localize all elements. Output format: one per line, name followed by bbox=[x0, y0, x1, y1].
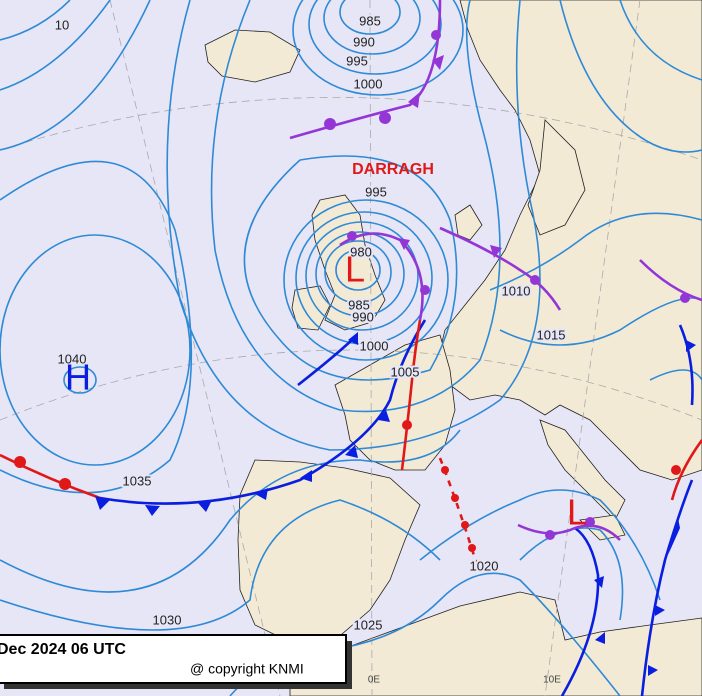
isobar-label: 985 bbox=[348, 297, 370, 312]
pressure-center: H bbox=[65, 357, 91, 398]
isobar-label: 985 bbox=[359, 13, 381, 28]
isobar-label: 1020 bbox=[470, 558, 499, 573]
land bbox=[204, 0, 702, 696]
pressure-center: L bbox=[567, 492, 587, 533]
isobar-label: 1030 bbox=[153, 612, 182, 627]
isobar-label: 1005 bbox=[391, 364, 420, 379]
footer: Dec 2024 06 UTC @ copyright KNMI bbox=[0, 634, 352, 689]
isobar-label: 1000 bbox=[360, 338, 389, 353]
isobar-label: 995 bbox=[346, 53, 368, 68]
labels: 10 98599099510009959809859901000100510101… bbox=[53, 11, 587, 686]
isobar-label: 1000 bbox=[354, 76, 383, 91]
isobar-label: 995 bbox=[365, 184, 387, 199]
isobar-label: 1015 bbox=[537, 327, 566, 342]
isobar-label: 1025 bbox=[354, 617, 383, 632]
isobar-label: 980 bbox=[350, 244, 372, 259]
longitude-label: 10E bbox=[543, 675, 561, 686]
isobar-label: 1040 bbox=[58, 351, 87, 366]
copyright: @ copyright KNMI bbox=[190, 661, 304, 677]
valid-time: Dec 2024 06 UTC bbox=[0, 641, 126, 658]
pressure-center: L bbox=[345, 249, 365, 290]
isobar-label: 990 bbox=[352, 309, 374, 324]
longitude-label: 0E bbox=[368, 675, 381, 686]
isobar-label: 990 bbox=[353, 34, 375, 49]
storm-name: DARRAGH bbox=[352, 161, 434, 178]
isobar-label: 1035 bbox=[123, 473, 152, 488]
isobar-label: 1010 bbox=[502, 283, 531, 298]
isobar-label: 10 bbox=[55, 17, 69, 32]
